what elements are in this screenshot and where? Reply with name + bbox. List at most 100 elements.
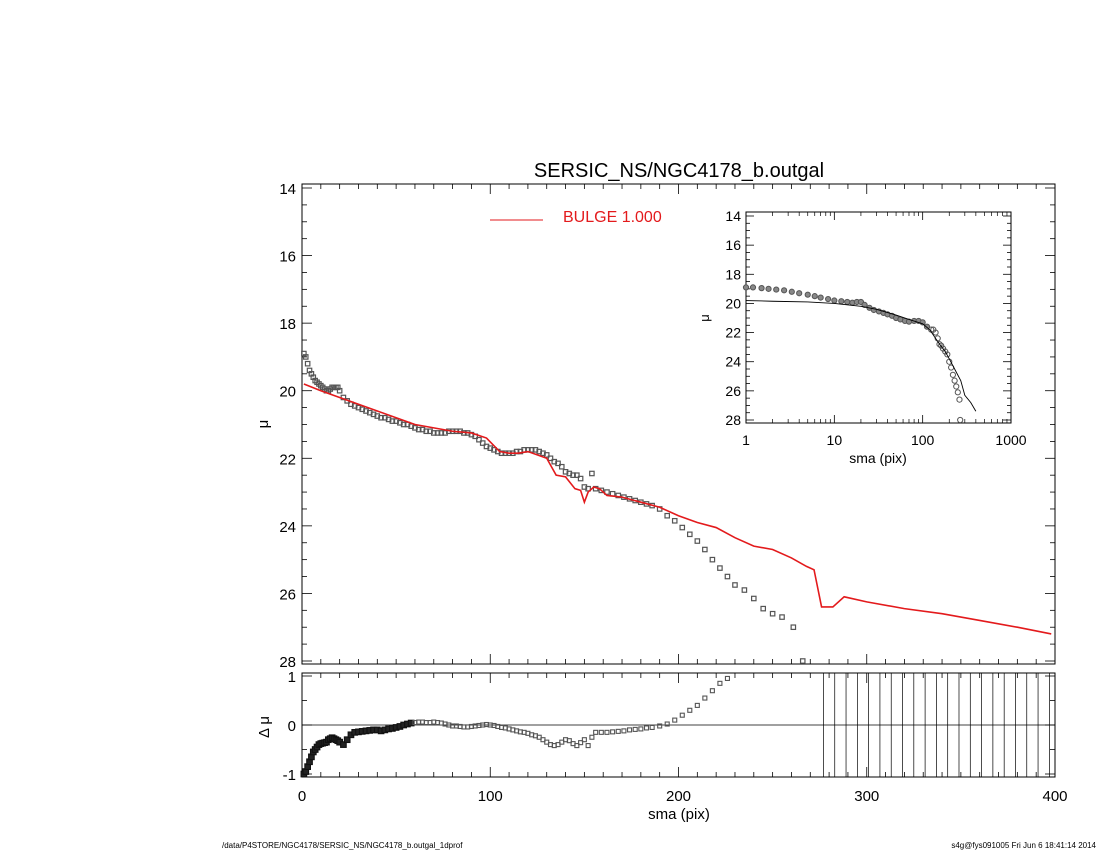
inset-y-tick-label: 28 bbox=[725, 412, 741, 428]
residual-data-point bbox=[687, 707, 693, 713]
footer-timestamp: s4g@fys091005 Fri Jun 6 18:41:14 2014 bbox=[951, 841, 1096, 850]
inset-x-tick-label: 1000 bbox=[995, 432, 1026, 448]
residual-data-point bbox=[566, 738, 572, 744]
residual-data-point bbox=[593, 729, 599, 735]
inset-data-point bbox=[944, 351, 951, 358]
inset-y-tick-label: 24 bbox=[725, 354, 741, 370]
x-tick-label: 100 bbox=[478, 788, 503, 805]
main-data-point bbox=[400, 421, 407, 428]
x-tick-label: 0 bbox=[298, 788, 306, 805]
residual-data-point bbox=[717, 680, 723, 686]
main-data-point bbox=[547, 455, 554, 462]
inset-data-point bbox=[765, 285, 772, 292]
main-data-point bbox=[779, 614, 785, 620]
main-data-point bbox=[423, 428, 430, 435]
main-data-point bbox=[476, 436, 482, 443]
main-data-point bbox=[799, 658, 806, 664]
residual-data-point bbox=[604, 729, 610, 735]
x-tick-label: 300 bbox=[854, 788, 879, 805]
main-data-point bbox=[664, 512, 671, 519]
residual-y-tick-label: 1 bbox=[288, 669, 296, 686]
main-data-point bbox=[555, 460, 561, 467]
main-data-point bbox=[434, 430, 441, 436]
main-data-point bbox=[304, 360, 311, 367]
inset-x-axis-label: sma (pix) bbox=[849, 450, 907, 466]
residual-y-tick-labels: -1 0 1 bbox=[283, 669, 296, 784]
bulge-model-line bbox=[303, 383, 1052, 635]
inset-axis-ticks bbox=[745, 212, 1012, 423]
main-data-point bbox=[389, 418, 396, 424]
residual-axis-ticks bbox=[301, 673, 1056, 777]
inset-y-tick-label: 26 bbox=[725, 383, 741, 399]
residual-data-point bbox=[679, 712, 685, 718]
main-y-tick-label: 24 bbox=[279, 519, 296, 536]
inset-data-point bbox=[844, 298, 851, 306]
inset-data-point bbox=[804, 291, 811, 298]
main-y-tick-label: 26 bbox=[279, 586, 296, 603]
inset-y-axis-label: μ bbox=[697, 314, 712, 322]
inset-data-points bbox=[742, 284, 964, 424]
residual-data-point bbox=[615, 728, 621, 734]
main-data-point bbox=[336, 387, 343, 394]
main-axis-ticks bbox=[301, 184, 1056, 664]
residual-data-point bbox=[578, 740, 584, 746]
inset-data-point bbox=[788, 288, 795, 295]
x-tick-label: 200 bbox=[666, 788, 691, 805]
residual-data-point bbox=[694, 702, 700, 708]
inset-data-point bbox=[781, 287, 788, 294]
inset-data-point bbox=[758, 285, 765, 292]
main-data-point bbox=[438, 430, 445, 436]
inset-x-tick-labels: 1 10 100 1000 bbox=[742, 432, 1027, 448]
residual-plot-panel: -101 0 100 200 300 400 Δ μ sma (pix) bbox=[256, 669, 1068, 823]
inset-y-tick-label: 20 bbox=[725, 295, 741, 311]
residual-data-point bbox=[649, 724, 655, 731]
residual-data-points bbox=[300, 675, 730, 778]
inset-y-tick-labels: 14 16 18 20 22 24 26 28 bbox=[725, 208, 741, 428]
main-y-tick-label: 20 bbox=[279, 384, 296, 401]
residual-data-point bbox=[643, 725, 650, 731]
inset-data-point bbox=[953, 383, 960, 390]
residual-data-point bbox=[672, 717, 678, 723]
main-data-point bbox=[686, 531, 693, 538]
main-data-point bbox=[558, 463, 565, 470]
inset-x-tick-label: 100 bbox=[911, 432, 935, 448]
main-data-point bbox=[604, 489, 610, 495]
inset-y-tick-label: 14 bbox=[725, 208, 741, 224]
main-data-point bbox=[702, 546, 708, 553]
residual-y-tick-label: -1 bbox=[283, 767, 296, 784]
inset-data-point bbox=[949, 371, 957, 378]
residual-data-point bbox=[638, 726, 644, 732]
main-data-point bbox=[574, 472, 580, 478]
residual-data-point bbox=[657, 723, 663, 729]
inset-data-point bbox=[956, 396, 963, 403]
x-axis-label: sma (pix) bbox=[648, 806, 710, 823]
x-tick-label: 400 bbox=[1042, 788, 1067, 805]
residual-data-point bbox=[702, 695, 708, 701]
main-data-point bbox=[302, 354, 309, 360]
residual-data-point bbox=[589, 734, 595, 740]
residual-data-point bbox=[610, 729, 616, 735]
main-data-point bbox=[598, 487, 605, 494]
main-title: SERSIC_NS/NGC4178_b.outgal bbox=[534, 160, 824, 182]
main-data-point bbox=[570, 472, 576, 478]
residual-data-point bbox=[585, 743, 591, 749]
residual-y-axis-label: Δ μ bbox=[256, 716, 273, 738]
inset-y-tick-label: 16 bbox=[725, 237, 741, 253]
inset-data-point bbox=[957, 416, 964, 424]
main-data-point bbox=[615, 492, 622, 499]
inset-data-point bbox=[954, 389, 961, 396]
inset-data-point bbox=[796, 290, 803, 297]
main-data-point bbox=[741, 587, 748, 593]
main-y-tick-labels: 14 16 18 20 22 24 26 28 bbox=[279, 181, 296, 671]
main-data-point bbox=[709, 556, 716, 563]
residual-data-point bbox=[598, 729, 604, 735]
inset-x-tick-label: 10 bbox=[827, 432, 843, 448]
residual-data-point bbox=[581, 737, 587, 743]
main-data-point bbox=[671, 517, 678, 524]
x-tick-labels: 0 100 200 300 400 bbox=[298, 788, 1068, 805]
inset-data-point bbox=[838, 298, 845, 305]
residual-y-tick-label: 0 bbox=[288, 718, 296, 735]
main-y-tick-label: 16 bbox=[279, 249, 296, 266]
main-data-point bbox=[724, 573, 731, 580]
